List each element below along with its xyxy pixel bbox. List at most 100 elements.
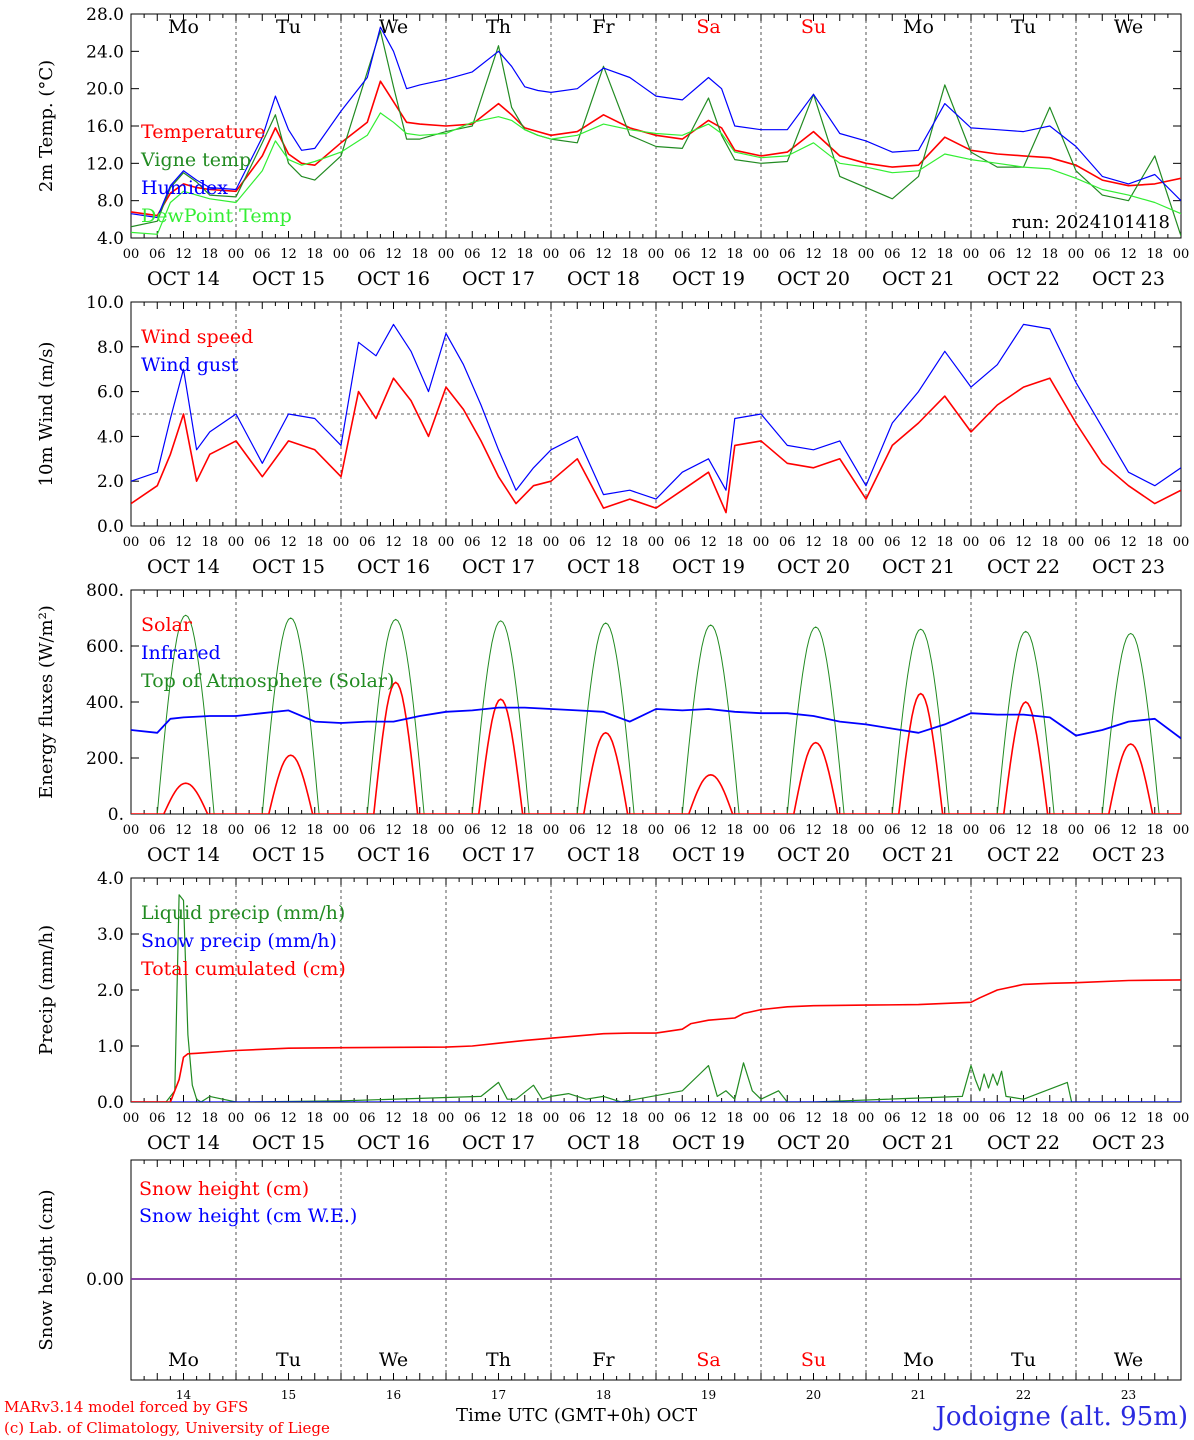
hour-label: 12 [385,535,402,550]
panel-2: 0.0 2.0 4.0 6.0 8.0 10.0 10m Wind (m/s) 00 06 12 1… [36,293,1189,578]
hour-label: 18 [726,247,743,262]
hour-label: 18 [621,823,638,838]
day-number-label: 15 [281,1388,296,1402]
hour-label: 06 [359,535,376,550]
hour-label: 12 [490,823,507,838]
hour-label: 18 [306,247,323,262]
hour-label: 12 [595,1111,612,1126]
hour-label: 18 [621,1111,638,1126]
hour-label: 06 [989,535,1006,550]
hour-label: 12 [910,247,927,262]
hour-label: 06 [569,247,586,262]
hour-label: 00 [753,823,770,838]
hour-label: 00 [963,247,980,262]
panel-1: 4.0 8.0 12.0 16.0 20.0 24.0 28.0 2m Temp. (°C) 0… [36,5,1189,290]
hour-label: 06 [779,823,796,838]
y-tick-label: 200. [86,749,124,769]
y-tick-label: 4.0 [97,869,124,889]
series-line-dewpoint-temp [131,112,1181,235]
date-label: OCT 18 [567,556,640,578]
hour-label: 00 [1173,823,1190,838]
hour-label: 18 [516,247,533,262]
weekday-label-bottom: Sa [696,1349,720,1371]
date-label: OCT 19 [672,844,745,866]
date-label: OCT 20 [777,556,850,578]
hour-label: 06 [674,1111,691,1126]
hour-label: 00 [648,1111,665,1126]
hour-label: 00 [1068,823,1085,838]
y-tick-label: 0.0 [97,1093,124,1113]
day-number-label: 20 [806,1388,821,1402]
weekday-label-top: Tu [276,16,301,38]
day-number-label: 19 [701,1388,716,1402]
hour-label: 12 [175,823,192,838]
hour-label: 18 [936,823,953,838]
hour-label: 12 [595,535,612,550]
hour-label: 06 [989,1111,1006,1126]
hour-label: 18 [621,535,638,550]
y-axis-label: Precip (mm/h) [36,925,57,1055]
legend-entry: Wind gust [141,354,239,376]
weekday-label-bottom: We [379,1349,408,1371]
hour-label: 06 [149,823,166,838]
hour-label: 00 [1068,247,1085,262]
legend-entry: Infrared [141,642,221,664]
hour-label: 06 [149,1111,166,1126]
day-number-label: 16 [386,1388,401,1402]
hour-label: 12 [1120,535,1137,550]
hour-label: 06 [359,247,376,262]
y-tick-label: 2.0 [97,472,124,492]
series-line-temperature [131,80,1181,217]
date-label: OCT 23 [1092,556,1165,578]
hour-label: 18 [306,535,323,550]
hour-label: 18 [516,823,533,838]
hour-label: 00 [228,823,245,838]
hour-label: 18 [1146,535,1163,550]
hour-label: 18 [1041,1111,1058,1126]
hour-label: 18 [936,247,953,262]
hour-label: 18 [411,823,428,838]
hour-label: 06 [149,535,166,550]
series-line-humidex [131,26,1181,219]
hour-label: 18 [831,247,848,262]
hour-label: 18 [516,1111,533,1126]
hour-label: 12 [1120,1111,1137,1126]
y-tick-label: 1.0 [97,1037,124,1057]
hour-label: 12 [280,823,297,838]
hour-label: 00 [228,247,245,262]
hour-label: 06 [989,247,1006,262]
hour-label: 00 [123,247,140,262]
date-label: OCT 23 [1092,268,1165,290]
date-label: OCT 16 [357,1132,430,1154]
legend-entry: Total cumulated (cm) [141,958,346,980]
legend-entry: Top of Atmosphere (Solar) [141,670,394,692]
lab-credit: (c) Lab. of Climatology, University of L… [4,1419,330,1437]
hour-label: 00 [438,1111,455,1126]
hour-label: 18 [306,823,323,838]
hour-label: 06 [1094,1111,1111,1126]
date-label: OCT 20 [777,268,850,290]
hour-label: 06 [569,1111,586,1126]
hour-label: 18 [1146,247,1163,262]
hour-label: 18 [726,823,743,838]
weekday-label-bottom: Mo [168,1349,199,1371]
legend-entry: Snow precip (mm/h) [141,930,337,952]
hour-label: 06 [359,1111,376,1126]
day-number-label: 18 [596,1388,611,1402]
series-line-total-cumulated-cm- [131,979,1181,1102]
hour-label: 06 [569,535,586,550]
plot-frame [130,589,1182,815]
date-label: OCT 19 [672,268,745,290]
hour-label: 00 [858,823,875,838]
y-tick-label: 600. [86,637,124,657]
weekday-label-bottom: Tu [276,1349,301,1371]
hour-label: 06 [359,823,376,838]
date-label: OCT 15 [252,1132,325,1154]
hour-label: 00 [648,535,665,550]
date-label: OCT 16 [357,268,430,290]
date-label: OCT 14 [147,556,220,578]
hour-label: 12 [490,247,507,262]
y-tick-label: 3.0 [97,925,124,945]
weekday-label-top: We [379,16,408,38]
hour-label: 06 [674,823,691,838]
